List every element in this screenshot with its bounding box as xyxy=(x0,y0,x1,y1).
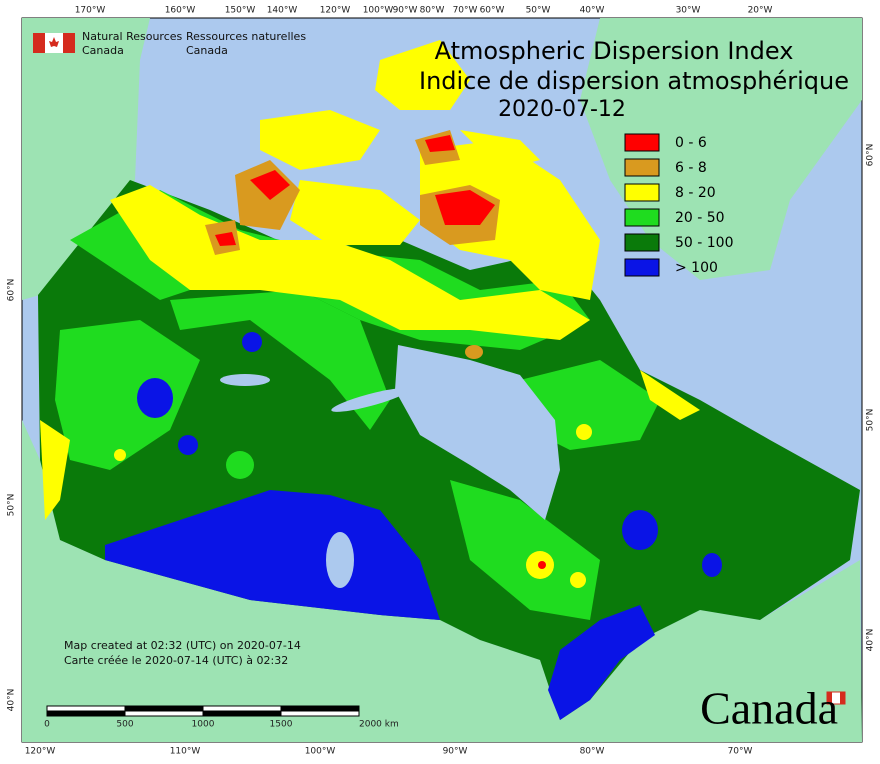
graticule-label: 100°W xyxy=(305,747,336,757)
zone xyxy=(215,232,236,246)
zone xyxy=(465,345,483,359)
zone xyxy=(702,553,722,577)
graticule-label: 30°W xyxy=(676,6,701,16)
graticule-label: 90°W xyxy=(393,6,418,16)
legend-swatch xyxy=(624,183,660,202)
graticule-label: 20°W xyxy=(748,6,773,16)
graticule-label: 80°W xyxy=(580,747,605,757)
graticule-label: 100°W xyxy=(363,6,394,16)
zone xyxy=(260,110,380,170)
org-fr: Canada xyxy=(186,44,228,57)
legend-swatch xyxy=(624,133,660,152)
scale-bar xyxy=(46,705,360,717)
legend-label: 0 - 6 xyxy=(675,135,707,151)
legend-label: 6 - 8 xyxy=(675,160,707,176)
graticule-label: 160°W xyxy=(165,6,196,16)
graticule-label: 40°N xyxy=(866,629,876,652)
scale-label: 500 xyxy=(116,720,133,730)
zone xyxy=(137,378,173,418)
legend-swatch xyxy=(624,208,660,227)
zone xyxy=(576,424,592,440)
zone xyxy=(40,420,70,520)
wordmark-flag xyxy=(827,692,832,704)
zone xyxy=(290,180,420,245)
water xyxy=(220,345,560,588)
legend-swatch xyxy=(624,258,660,277)
scale-label: 1000 xyxy=(192,720,215,730)
zone xyxy=(640,370,700,420)
graticule-label: 50°N xyxy=(7,494,17,517)
graticule-label: 50°N xyxy=(866,409,876,432)
scale-label: 0 xyxy=(44,720,50,730)
zone xyxy=(114,449,126,461)
scale-label: 2000 km xyxy=(359,720,399,730)
zone xyxy=(570,572,586,588)
zone xyxy=(622,510,658,550)
zone xyxy=(250,170,290,200)
canada-flag xyxy=(33,33,75,53)
legend-swatch xyxy=(624,158,660,177)
zone xyxy=(460,130,540,170)
graticule-label: 150°W xyxy=(225,6,256,16)
zone xyxy=(548,605,655,720)
graticule-label: 60°N xyxy=(866,144,876,167)
zone xyxy=(178,435,198,455)
zone xyxy=(105,490,440,620)
wordmark-flag xyxy=(840,692,845,704)
graticule-label: 170°W xyxy=(75,6,106,16)
zone xyxy=(55,320,200,470)
scale-label: 1500 xyxy=(270,720,293,730)
title: Atmospheric Dispersion Index xyxy=(435,37,794,65)
graticule-label: 60°W xyxy=(480,6,505,16)
legend-label: 20 - 50 xyxy=(675,210,725,226)
zone xyxy=(242,332,262,352)
zone xyxy=(420,140,600,300)
date: 2020-07-12 xyxy=(498,97,626,122)
org-en: Canada xyxy=(82,44,124,57)
graticule-label: 140°W xyxy=(267,6,298,16)
graticule-label: 60°N xyxy=(7,279,17,302)
graticule-label: 80°W xyxy=(420,6,445,16)
zone xyxy=(435,190,495,225)
graticule-label: 40°W xyxy=(580,6,605,16)
graticule-label: 70°W xyxy=(728,747,753,757)
org-en: Natural Resources xyxy=(82,30,183,43)
graticule-label: 70°W xyxy=(453,6,478,16)
title: Indice de dispersion atmosphérique xyxy=(419,67,849,95)
zone xyxy=(450,480,600,620)
graticule-label: 90°W xyxy=(443,747,468,757)
legend-label: 8 - 20 xyxy=(675,185,716,201)
zone xyxy=(538,561,546,569)
legend-label: 50 - 100 xyxy=(675,235,734,251)
graticule-label: 120°W xyxy=(320,6,351,16)
legend-label: > 100 xyxy=(675,260,718,276)
zone xyxy=(170,290,390,430)
created-fr: Carte créée le 2020-07-14 (UTC) à 02:32 xyxy=(64,654,288,667)
graticule-label: 120°W xyxy=(25,747,56,757)
zone xyxy=(425,135,455,152)
org-fr: Ressources naturelles xyxy=(186,30,306,43)
wordmark: Canada xyxy=(700,683,838,734)
graticule-label: 40°N xyxy=(7,689,17,712)
zone xyxy=(375,40,470,110)
graticule-label: 110°W xyxy=(170,747,201,757)
legend-swatch xyxy=(624,233,660,252)
graticule-label: 50°W xyxy=(526,6,551,16)
zone xyxy=(110,185,590,340)
zone xyxy=(226,451,254,479)
created-en: Map created at 02:32 (UTC) on 2020-07-14 xyxy=(64,639,301,652)
